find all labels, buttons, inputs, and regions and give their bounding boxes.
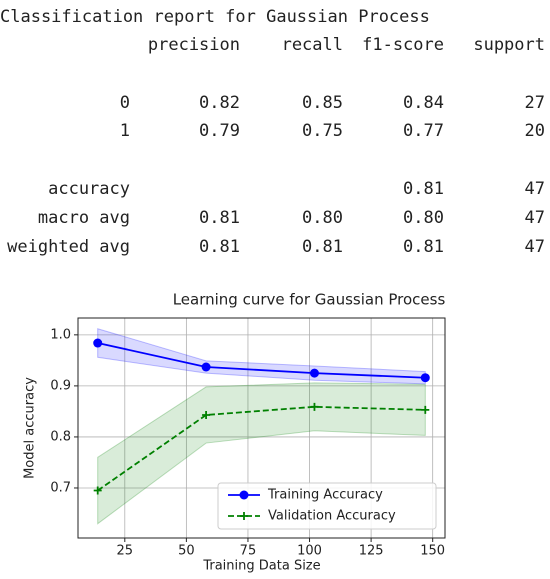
y-tick-label: 1.0 <box>50 327 71 342</box>
cell: 47 <box>525 208 545 228</box>
row-label: 1 <box>120 121 130 141</box>
chart-title: Learning curve for Gaussian Process <box>173 291 446 309</box>
row-label: macro avg <box>38 208 130 228</box>
std-band <box>97 382 426 525</box>
cell: 0.81 <box>199 208 240 228</box>
cell: 20 <box>525 121 545 141</box>
cell: 0.81 <box>403 179 444 199</box>
line <box>97 405 426 492</box>
cell: 0.81 <box>403 237 444 257</box>
cell: 0.80 <box>302 208 343 228</box>
marker <box>309 368 319 378</box>
row-label: 0 <box>120 93 130 113</box>
std-band <box>97 328 426 385</box>
cell: 0.84 <box>403 93 444 113</box>
cell: 0.85 <box>302 93 343 113</box>
cell: 0.75 <box>302 121 343 141</box>
marker <box>93 338 103 348</box>
cell: 47 <box>525 179 545 199</box>
y-tick-label: 0.9 <box>50 378 71 393</box>
plot-frame <box>77 317 446 539</box>
marker <box>310 402 319 411</box>
column-header: precision <box>148 35 240 55</box>
x-tick-label: 150 <box>420 544 445 559</box>
legend-label: Validation Accuracy <box>268 509 396 524</box>
cell: 47 <box>525 237 545 257</box>
y-axis-label: Model accuracy <box>23 377 38 479</box>
cell: 0.80 <box>403 208 444 228</box>
legend-box <box>217 482 437 530</box>
line <box>97 342 426 379</box>
column-header: recall <box>282 35 343 55</box>
marker <box>420 373 430 383</box>
x-axis-label: Training Data Size <box>202 559 320 574</box>
x-tick-label: 75 <box>240 544 257 559</box>
column-header: support <box>473 35 545 55</box>
report-title: Classification report for Gaussian Proce… <box>0 7 430 27</box>
y-tick-label: 0.8 <box>50 429 71 444</box>
legend-label: Training Accuracy <box>267 488 383 503</box>
marker <box>202 410 211 419</box>
cell: 0.77 <box>403 121 444 141</box>
cell: 0.81 <box>302 237 343 257</box>
marker <box>93 486 102 495</box>
cell: 0.82 <box>199 93 240 113</box>
row-label: weighted avg <box>7 237 130 257</box>
legend-marker <box>239 490 249 500</box>
legend-marker <box>240 512 248 520</box>
cell: 27 <box>525 93 545 113</box>
x-tick-label: 100 <box>297 544 322 559</box>
x-tick-label: 125 <box>359 544 384 559</box>
row-label: accuracy <box>48 179 130 199</box>
marker <box>421 405 430 414</box>
x-tick-label: 50 <box>178 544 195 559</box>
cell: 0.81 <box>199 237 240 257</box>
y-tick-label: 0.7 <box>50 480 71 495</box>
column-header: f1-score <box>362 35 444 55</box>
cell: 0.79 <box>199 121 240 141</box>
x-tick-label: 25 <box>117 544 134 559</box>
marker <box>201 362 211 372</box>
